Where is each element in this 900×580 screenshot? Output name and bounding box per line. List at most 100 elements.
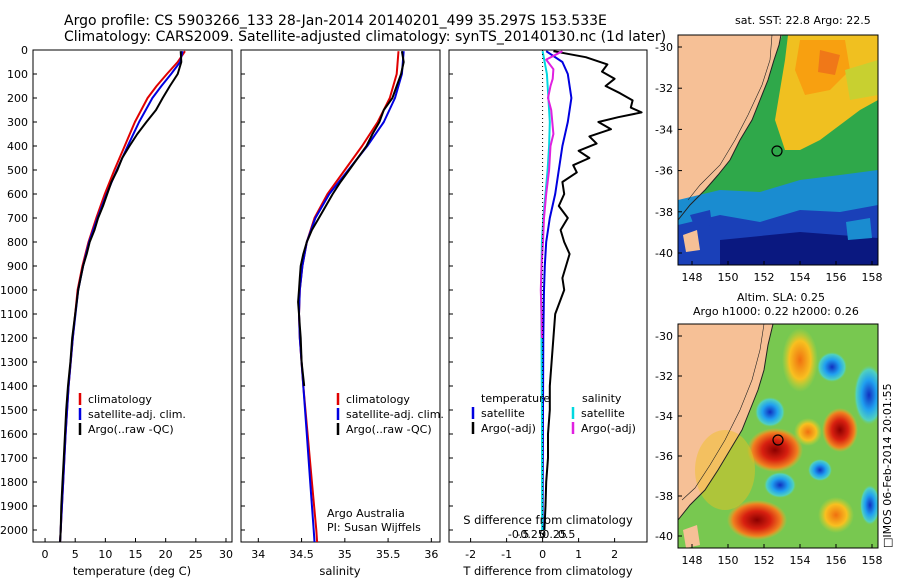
legend-label-t-argo: Argo(-adj)	[481, 422, 536, 435]
legend-label-climatology: climatology	[88, 393, 152, 406]
x-tick-label: 34	[251, 548, 265, 561]
lat-tick-label: -40	[655, 247, 673, 260]
salinity-profiles	[297, 51, 405, 542]
depth-tick-label: 300	[7, 116, 28, 129]
depth-tick-label: 1600	[0, 428, 28, 441]
depth-tick-label: 1900	[0, 500, 28, 513]
x-tick-label: -1	[501, 548, 512, 561]
x-tick-label: 10	[98, 548, 112, 561]
difference-panel-frame	[448, 49, 648, 543]
x-tick-label: 20	[159, 548, 173, 561]
depth-tick-label: 1300	[0, 356, 28, 369]
depth-tick-label: 500	[7, 164, 28, 177]
lon-tick-label: 152	[754, 271, 775, 284]
depth-tick-label: 800	[7, 236, 28, 249]
legend-label-argo: Argo(..raw -QC)	[88, 423, 174, 436]
depth-tick-label: 100	[7, 68, 28, 81]
x-tick-label: 15	[129, 548, 143, 561]
lat-tick-label: -34	[655, 410, 673, 423]
x-tick-label: 2	[611, 548, 618, 561]
x-tick-label: 34.5	[289, 548, 314, 561]
difference-legend: temperature salinity satellite Argo(-adj…	[471, 392, 636, 435]
lon-tick-label: 148	[682, 271, 703, 284]
lat-tick-label: -30	[655, 330, 673, 343]
depth-tick-label: 1100	[0, 308, 28, 321]
series-line-climatology	[298, 51, 400, 542]
temperature-x-axis: 0 5 10 15 20 25 30	[42, 538, 233, 561]
x-tick-label: 30	[219, 548, 233, 561]
sla-map-title-1: Altim. SLA: 0.25	[737, 291, 825, 304]
credit-pi: PI: Susan Wijffels	[327, 521, 421, 534]
lat-tick-label: -30	[655, 41, 673, 54]
series-line-temperature-argo-adj-	[543, 50, 643, 531]
sla-map-axes: 148 150 152 154 156 158 -30 -32 -34 -36 -38 -40	[655, 330, 882, 567]
depth-tick-label: 1400	[0, 380, 28, 393]
sst-map-title: sat. SST: 22.8 Argo: 22.5	[735, 14, 871, 27]
salinity-x-axis: 34 34.5 35 35.5 36	[251, 538, 438, 561]
temperature-axis-label: temperature (deg C)	[73, 564, 191, 578]
depth-tick-label: 2000	[0, 524, 28, 537]
difference-profiles	[539, 50, 643, 542]
depth-tick-label: 1200	[0, 332, 28, 345]
legend-label-s-satellite: satellite	[581, 407, 625, 420]
lon-tick-label: 154	[790, 554, 811, 567]
sst-map	[678, 35, 878, 265]
temperature-panel-frame	[32, 49, 233, 543]
series-line-salinity-argo-adj-	[539, 50, 563, 339]
x-tick-label: 0	[42, 548, 49, 561]
depth-tick-label: 600	[7, 188, 28, 201]
depth-axis: 0 100 200 300 400 500 600 700 800 900 1000 1100 1200…	[0, 44, 453, 537]
lon-tick-label: 156	[826, 271, 847, 284]
s-diff-tick-label: 0.25	[542, 528, 567, 541]
x-tick-label: -2	[465, 548, 476, 561]
s-diff-tick-label: 0.5	[558, 528, 576, 541]
lat-tick-label: -38	[655, 490, 673, 503]
lat-tick-label: -32	[655, 82, 673, 95]
figure-title-line-1: Argo profile: CS 5903266_133 28-Jan-2014…	[64, 13, 607, 29]
legend-label-t-satellite: satellite	[481, 407, 525, 420]
lat-tick-label: -38	[655, 206, 673, 219]
temperature-legend: climatology satellite-adj. clim. Argo(..…	[78, 393, 186, 436]
lon-tick-label: 150	[718, 554, 739, 567]
depth-tick-label: 1700	[0, 452, 28, 465]
x-tick-label: 5	[72, 548, 79, 561]
s-difference-axis-label: S difference from climatology	[463, 513, 633, 527]
depth-tick-label: 1800	[0, 476, 28, 489]
x-tick-label: 25	[189, 548, 203, 561]
lon-tick-label: 158	[862, 554, 883, 567]
lon-tick-label: 150	[718, 271, 739, 284]
depth-tick-label: 700	[7, 212, 28, 225]
x-tick-label: 1	[575, 548, 582, 561]
sst-argo-location-marker	[771, 145, 783, 157]
sla-argo-location-marker	[772, 434, 784, 446]
lon-tick-label: 148	[682, 554, 703, 567]
sst-map-axes: 148 150 152 154 156 158 -30 -32 -34 -36 -38 -40	[655, 41, 882, 284]
legend-label-argo: Argo(..raw -QC)	[346, 423, 432, 436]
lat-tick-label: -36	[655, 450, 673, 463]
s-diff-tick-label: -0.5	[508, 528, 529, 541]
credit-argo-australia: Argo Australia	[327, 507, 405, 520]
series-line-satellite-adj-clim-	[59, 50, 184, 542]
lat-tick-label: -36	[655, 165, 673, 178]
x-tick-label: 35.5	[376, 548, 401, 561]
lon-tick-label: 156	[826, 554, 847, 567]
x-tick-label: 0	[539, 548, 546, 561]
series-line-argo-raw-qc-	[59, 51, 183, 542]
x-tick-label: 35	[338, 548, 352, 561]
legend-heading-salinity: salinity	[582, 392, 622, 405]
legend-label-climatology: climatology	[346, 393, 410, 406]
sla-map-title-2: Argo h1000: 0.22 h2000: 0.26	[693, 305, 859, 318]
imos-timestamp: □IMOS 06-Feb-2014 20:01:55	[881, 383, 894, 548]
series-line-argo-raw-qc-	[297, 51, 405, 387]
legend-label-satellite: satellite-adj. clim.	[346, 408, 444, 421]
temperature-profiles	[59, 50, 186, 542]
depth-tick-label: 400	[7, 140, 28, 153]
legend-label-satellite: satellite-adj. clim.	[88, 408, 186, 421]
figure-title-line-2: Climatology: CARS2009. Satellite-adjuste…	[64, 29, 667, 45]
x-tick-label: 36	[424, 548, 438, 561]
lat-tick-label: -34	[655, 123, 673, 136]
lon-tick-label: 152	[754, 554, 775, 567]
depth-tick-label: 1500	[0, 404, 28, 417]
